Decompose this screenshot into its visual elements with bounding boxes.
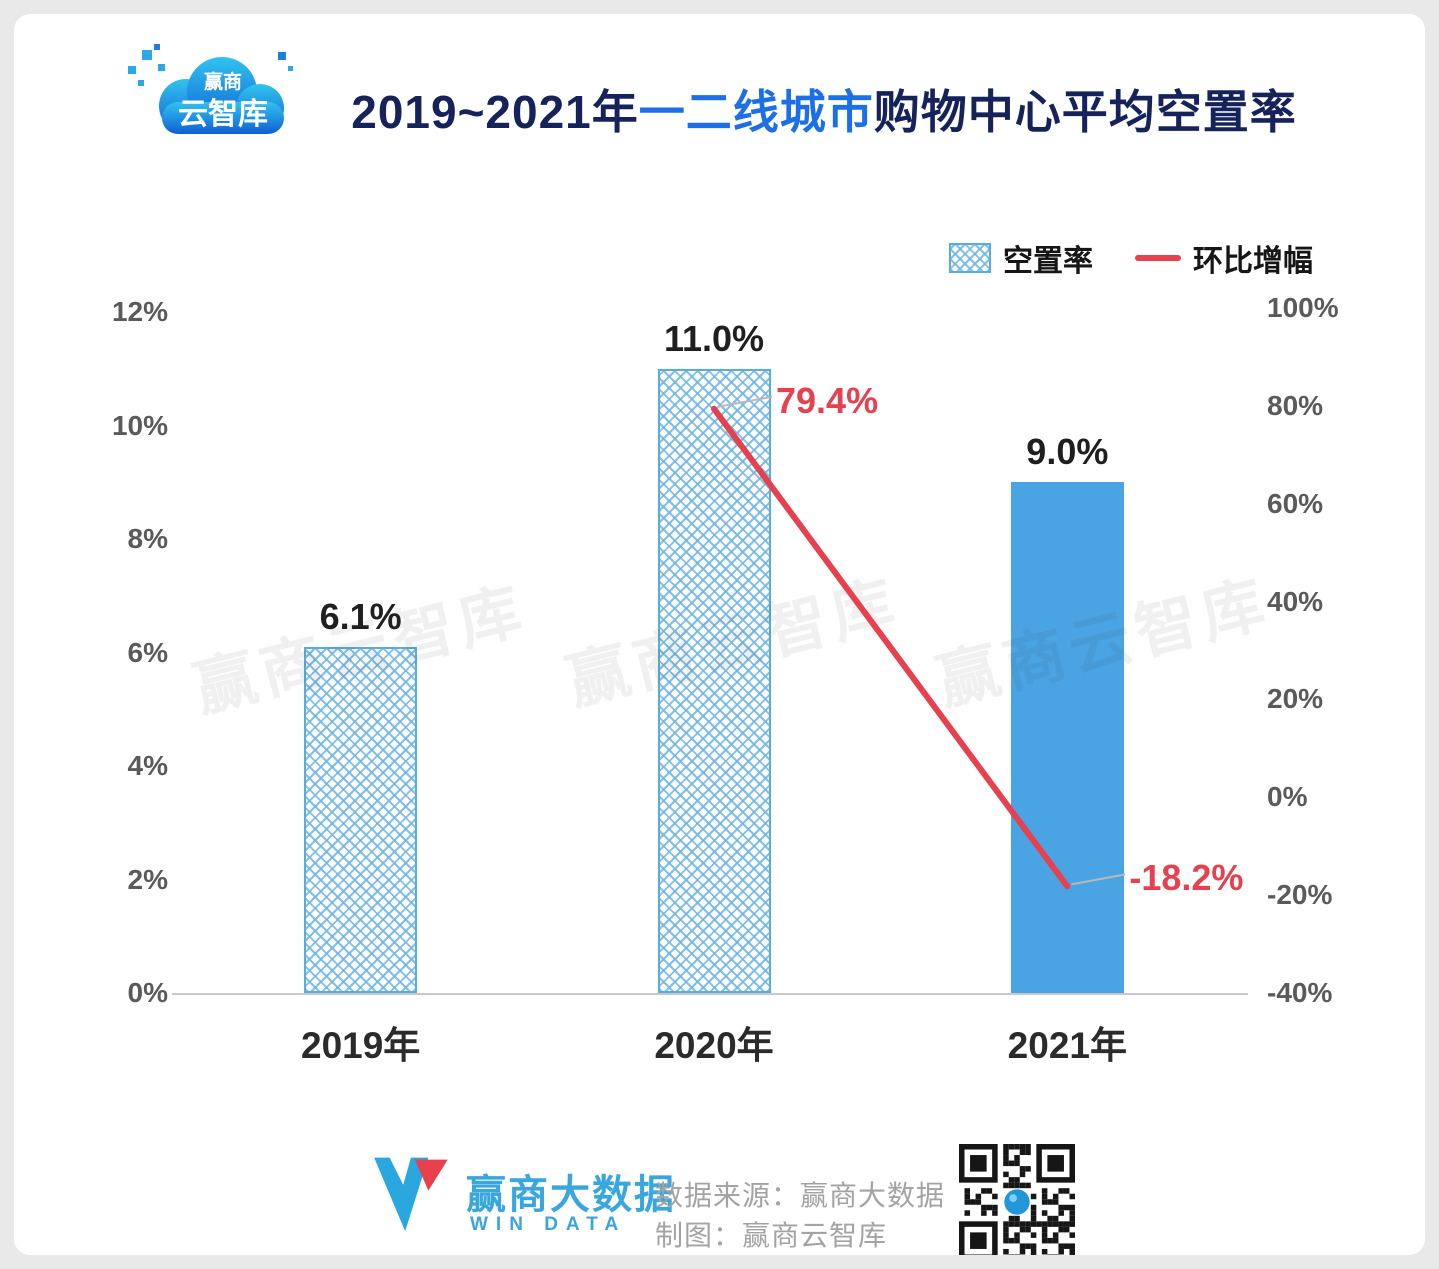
bar-2021年 xyxy=(1010,482,1124,993)
growth-line-swatch-icon xyxy=(1135,255,1181,261)
chart-legend: 空置率 环比增幅 xyxy=(949,236,1313,280)
right-axis-tick: 20% xyxy=(1267,683,1324,715)
footer-brand-subtitle: WIN DATA xyxy=(470,1214,627,1235)
title-years: 2019~2021年 xyxy=(351,86,639,138)
win-data-logo xyxy=(374,1157,448,1232)
right-axis-tick: 0% xyxy=(1267,781,1308,813)
bar-value-label: 11.0% xyxy=(663,317,765,359)
left-axis-tick: 8% xyxy=(127,523,168,554)
logo-text-line1: 赢商 xyxy=(204,70,242,93)
right-axis-tick: -20% xyxy=(1267,879,1333,911)
logo-text-line2: 云智库 xyxy=(178,98,268,131)
left-axis-tick: 2% xyxy=(127,863,168,895)
legend-vacancy-label: 空置率 xyxy=(1003,245,1093,278)
x-axis-label: 2020年 xyxy=(654,1025,774,1066)
right-axis-tick: 40% xyxy=(1267,585,1324,617)
bar-2019年 xyxy=(304,646,418,993)
bar-value-label: 6.1% xyxy=(319,595,402,637)
left-axis-tick: 4% xyxy=(127,750,168,781)
legend-growth-label: 环比增幅 xyxy=(1193,245,1313,278)
line-value-label: 79.4% xyxy=(776,379,879,421)
title-cities-highlight: 一二线城市 xyxy=(638,86,874,138)
footer-brand-name: 赢商大数据 xyxy=(466,1173,676,1217)
left-axis-tick: 10% xyxy=(111,409,168,441)
x-axis-line xyxy=(172,993,1248,995)
x-axis-label: 2021年 xyxy=(1007,1025,1127,1066)
x-axis-label: 2019年 xyxy=(301,1025,421,1066)
data-source-text: 数据来源：赢商大数据 xyxy=(655,1180,946,1211)
chart-plot-area: 赢商云智库 赢商云智库 赢商云智库 0%2%4%6%8%10%12%-40%-2… xyxy=(14,14,1425,1255)
infographic-card: 赢商 云智库 2019~2021年一二线城市购物中心平均空置率 空置率 环比增幅… xyxy=(14,14,1425,1255)
chart-credit-text: 制图：赢商云智库 xyxy=(655,1220,888,1251)
right-axis-tick: -40% xyxy=(1267,977,1333,1008)
win-cloud-logo: 赢商 云智库 xyxy=(128,44,293,134)
right-axis-tick: 80% xyxy=(1267,389,1324,421)
title-subject: 购物中心平均空置率 xyxy=(873,86,1297,138)
right-axis-tick: 60% xyxy=(1267,487,1324,519)
pixel-dissolve-decoration xyxy=(128,44,293,86)
vacancy-rate-swatch-icon xyxy=(949,243,991,273)
bar-2020年 xyxy=(657,368,771,993)
bar-value-label: 9.0% xyxy=(1026,431,1109,473)
qr-code xyxy=(959,1144,1075,1255)
right-axis-tick: 100% xyxy=(1267,292,1339,323)
left-axis-tick: 0% xyxy=(127,977,168,1008)
page-title: 2019~2021年一二线城市购物中心平均空置率 xyxy=(314,76,1334,142)
left-axis-tick: 12% xyxy=(111,296,168,327)
left-axis-tick: 6% xyxy=(127,636,168,668)
line-value-label: -18.2% xyxy=(1129,857,1244,899)
